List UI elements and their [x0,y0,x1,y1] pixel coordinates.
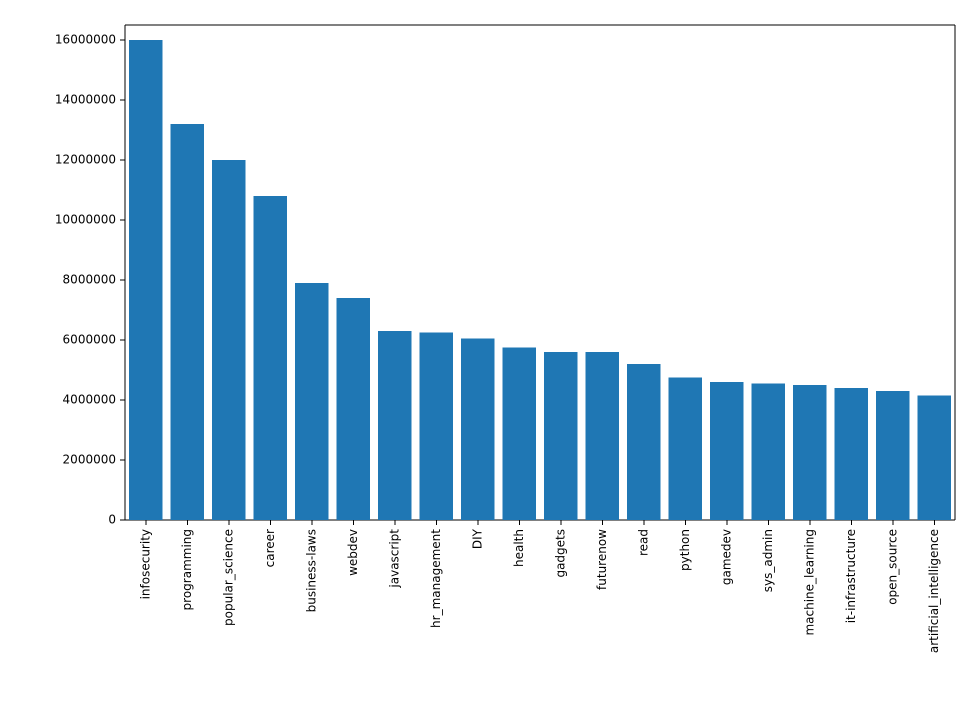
bar [461,339,494,521]
x-tick-label: popular_science [221,529,235,626]
bar [254,196,287,520]
bar [752,384,785,521]
x-tick-label: DIY [470,528,484,549]
x-tick-label: futurenow [595,529,609,590]
bar [669,378,702,521]
x-tick-label: machine_learning [802,529,816,636]
x-tick-label: it-infrastructure [844,529,858,623]
x-tick-label: read [636,529,650,556]
bar [337,298,370,520]
bar [544,352,577,520]
bar [710,382,743,520]
y-tick-label: 10000000 [55,213,116,227]
y-tick-label: 14000000 [55,93,116,107]
bar [876,391,909,520]
x-tick-label: infosecurity [138,529,152,599]
bar [627,364,660,520]
bar [793,385,826,520]
x-tick-label: gadgets [553,529,567,578]
x-tick-label: career [263,529,277,567]
bar [171,124,204,520]
bar [918,396,951,521]
x-tick-label: business-laws [304,529,318,612]
y-tick-label: 0 [108,513,116,527]
x-tick-label: artificial_intelligence [927,529,941,653]
y-tick-label: 16000000 [55,33,116,47]
chart-svg: 0 2000000 4000000 6000000 8000000 10000000 120… [0,0,975,727]
x-tick-label: programming [180,529,194,610]
bar-chart: 0 2000000 4000000 6000000 8000000 10000000 120… [0,0,975,727]
x-tick-label: hr_management [429,529,443,628]
x-tick-label: open_source [885,529,899,605]
x-tick-label: python [678,529,692,571]
y-tick-label: 6000000 [63,333,116,347]
x-tick-label: sys_admin [761,529,775,592]
bar [503,348,536,521]
y-tick-label: 2000000 [63,453,116,467]
bar [295,283,328,520]
bar [129,40,162,520]
bar [212,160,245,520]
bar [835,388,868,520]
x-tick-label: gamedev [719,529,733,585]
y-tick-label: 8000000 [63,273,116,287]
y-tick-label: 12000000 [55,153,116,167]
bar [586,352,619,520]
y-tick-label: 4000000 [63,393,116,407]
x-tick-label: javascript [387,529,401,589]
bar [420,333,453,521]
x-tick-label: webdev [346,529,360,576]
bar [378,331,411,520]
x-tick-label: health [512,529,526,567]
